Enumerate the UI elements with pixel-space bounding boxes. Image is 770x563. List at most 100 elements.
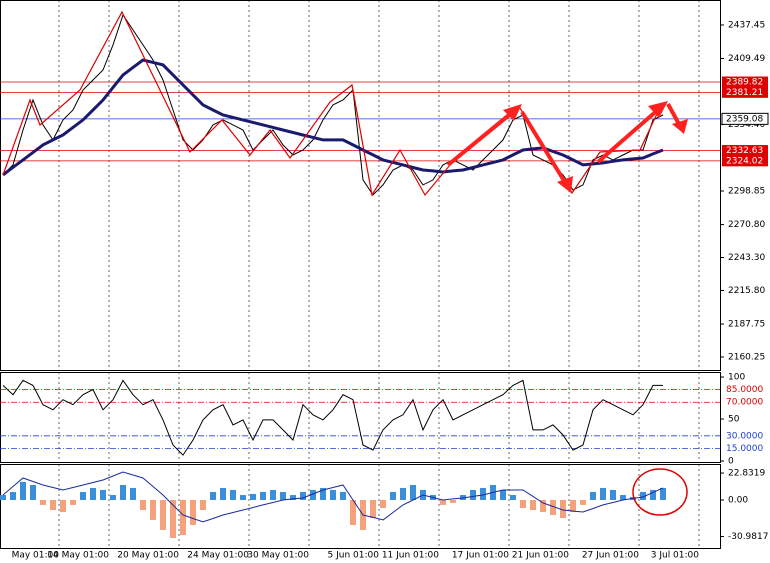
x-tick-label: 14 May 01:00 bbox=[47, 551, 109, 561]
histogram-bar bbox=[190, 499, 196, 525]
y-tick-label: 22.8319 bbox=[728, 469, 765, 479]
histogram-bar bbox=[530, 499, 536, 511]
y-tick-label: 2243.30 bbox=[728, 253, 765, 263]
arrowhead bbox=[672, 119, 688, 134]
x-tick-label: 3 Jul 01:00 bbox=[651, 551, 700, 561]
x-tick-label: 17 Jun 01:00 bbox=[452, 551, 509, 561]
level-label: 15.0000 bbox=[726, 444, 763, 454]
y-tick-label: 2187.75 bbox=[728, 320, 765, 330]
histogram-bar bbox=[550, 499, 556, 515]
histogram-bar bbox=[600, 487, 606, 500]
y-tick-label: 100 bbox=[728, 373, 745, 383]
panel-frame bbox=[0, 372, 721, 463]
x-tick-label: 5 Jun 01:00 bbox=[328, 551, 380, 561]
level-label: 2359.08 bbox=[726, 114, 763, 124]
histogram-bar bbox=[30, 485, 36, 500]
histogram-bar bbox=[50, 499, 56, 511]
histogram-bar bbox=[180, 499, 186, 536]
series-line bbox=[2, 13, 664, 196]
arrow bbox=[446, 108, 517, 167]
arrowhead bbox=[648, 101, 668, 118]
histogram-bar bbox=[500, 489, 506, 500]
arrow bbox=[596, 106, 662, 164]
y-tick-label: 2354.40 bbox=[728, 120, 765, 130]
histogram-bar bbox=[400, 487, 406, 500]
arrow bbox=[520, 110, 568, 186]
level-label: 2389.82 bbox=[726, 78, 763, 88]
histogram-bar bbox=[660, 487, 666, 500]
level-label: 2324.02 bbox=[726, 156, 763, 166]
histogram-bar bbox=[40, 499, 46, 505]
level-label: 30.0000 bbox=[726, 431, 763, 441]
histogram-bar bbox=[650, 489, 656, 500]
level-label-box bbox=[721, 112, 769, 125]
level-label-box bbox=[722, 155, 768, 167]
y-tick-label: 2437.45 bbox=[728, 20, 765, 30]
histogram-bar bbox=[470, 489, 476, 500]
histogram-bar bbox=[380, 499, 386, 509]
histogram-bar bbox=[230, 489, 236, 500]
histogram-bar bbox=[510, 495, 516, 500]
histogram-bar bbox=[90, 487, 96, 500]
histogram-bar bbox=[130, 487, 136, 500]
histogram-bar bbox=[290, 495, 296, 500]
level-label-box bbox=[722, 396, 768, 408]
level-label-box bbox=[722, 430, 768, 442]
histogram-bar bbox=[270, 489, 276, 500]
level-label: 2381.21 bbox=[726, 88, 763, 98]
level-label: 2332.63 bbox=[726, 146, 763, 156]
histogram-bar bbox=[0, 495, 6, 500]
histogram-bar bbox=[370, 499, 376, 519]
plot-area bbox=[0, 471, 666, 538]
histogram-bar bbox=[340, 491, 346, 500]
x-tick-label: 21 Jun 01:00 bbox=[512, 551, 569, 561]
series-line bbox=[2, 379, 663, 456]
histogram-bar bbox=[200, 499, 206, 511]
histogram-bar bbox=[410, 485, 416, 500]
histogram-bar bbox=[320, 487, 326, 500]
series-line bbox=[2, 58, 664, 177]
x-tick-label: 20 May 01:00 bbox=[117, 551, 179, 561]
plot-area bbox=[2, 379, 663, 456]
histogram-bar bbox=[70, 499, 76, 505]
histogram-bar bbox=[560, 499, 566, 519]
histogram-bar bbox=[640, 491, 646, 500]
histogram-bar bbox=[240, 495, 246, 500]
histogram-bar bbox=[330, 489, 336, 500]
histogram-bar bbox=[390, 491, 396, 500]
histogram-bar bbox=[160, 499, 166, 530]
y-tick-label: 50 bbox=[728, 415, 740, 425]
histogram-bar bbox=[350, 499, 356, 525]
highlight-circle bbox=[632, 468, 688, 516]
level-label: 85.0000 bbox=[726, 385, 763, 395]
level-label-box bbox=[722, 384, 768, 396]
histogram-bar bbox=[260, 491, 266, 500]
arrowhead bbox=[503, 104, 522, 121]
x-tick-label: 30 May 01:00 bbox=[247, 551, 309, 561]
histogram-bar bbox=[140, 499, 146, 511]
histogram-bar bbox=[300, 491, 306, 500]
level-label-box bbox=[722, 145, 768, 157]
histogram-bar bbox=[150, 499, 156, 520]
y-tick-label: 2409.49 bbox=[728, 54, 765, 64]
annotations bbox=[2, 10, 688, 516]
y-tick-label: 2160.25 bbox=[728, 353, 765, 363]
x-tick-label: 27 Jun 01:00 bbox=[582, 551, 639, 561]
histogram-bar bbox=[100, 489, 106, 500]
y-tick-label: 0 bbox=[728, 456, 734, 466]
histogram-bar bbox=[450, 499, 456, 503]
level-label-box bbox=[722, 86, 768, 98]
series-line bbox=[2, 471, 664, 523]
histogram-bar bbox=[60, 499, 66, 513]
level-label-box bbox=[722, 442, 768, 454]
panel-frame bbox=[0, 0, 721, 371]
y-tick-label: 0.00 bbox=[728, 495, 748, 505]
histogram-bar bbox=[480, 487, 486, 500]
histogram-bar bbox=[10, 491, 16, 500]
histogram-bar bbox=[580, 499, 586, 505]
x-tick-label: 11 Jun 01:00 bbox=[382, 551, 439, 561]
histogram-bar bbox=[120, 485, 126, 500]
histogram-bar bbox=[220, 487, 226, 500]
histogram-bar bbox=[610, 489, 616, 500]
